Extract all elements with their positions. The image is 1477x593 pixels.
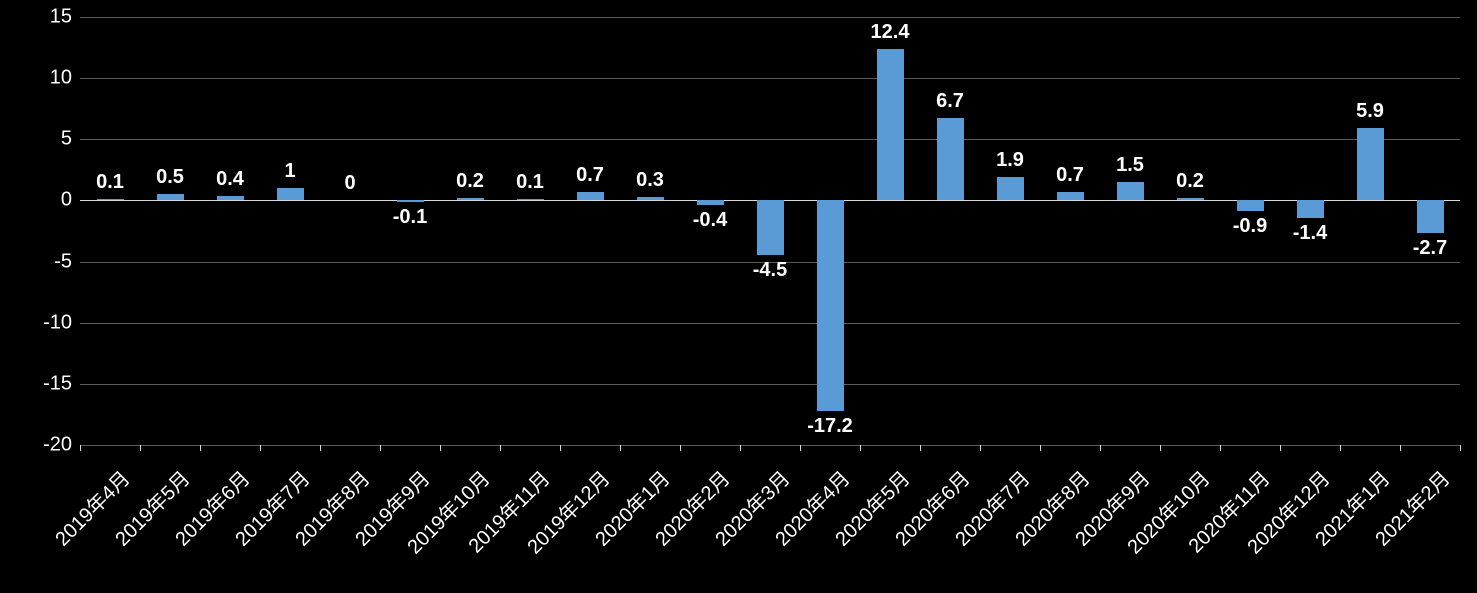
data-label: 6.7 <box>936 90 964 113</box>
data-label: -0.9 <box>1233 215 1267 238</box>
data-label: -1.4 <box>1293 222 1327 245</box>
bar <box>1177 198 1204 200</box>
y-tick-label: -15 <box>43 372 80 395</box>
x-tick-mark <box>320 445 321 451</box>
bar <box>1297 200 1324 217</box>
data-label: -0.1 <box>393 206 427 229</box>
bar <box>877 49 904 201</box>
x-tick-mark <box>1040 445 1041 451</box>
data-label: 0.1 <box>516 171 544 194</box>
data-label: 0.7 <box>576 164 604 187</box>
data-label: -17.2 <box>807 415 853 438</box>
x-tick-mark <box>1160 445 1161 451</box>
data-label: 0 <box>344 172 355 195</box>
data-label: 1 <box>284 160 295 183</box>
bar <box>277 188 304 200</box>
data-label: 0.4 <box>216 168 244 191</box>
x-tick-mark <box>440 445 441 451</box>
x-tick-mark <box>140 445 141 451</box>
data-label: 12.4 <box>871 21 910 44</box>
y-tick-label: -10 <box>43 311 80 334</box>
data-label: -4.5 <box>753 259 787 282</box>
plot-area: -20-15-10-50510150.12019年4月0.52019年5月0.4… <box>80 17 1460 445</box>
bar <box>97 199 124 200</box>
y-tick-label: -20 <box>43 434 80 457</box>
data-label: 0.2 <box>1176 170 1204 193</box>
x-tick-mark <box>860 445 861 451</box>
bar <box>1117 182 1144 200</box>
x-tick-mark <box>260 445 261 451</box>
data-label: 0.3 <box>636 169 664 192</box>
bar-chart: -20-15-10-50510150.12019年4月0.52019年5月0.4… <box>0 0 1477 591</box>
bar <box>997 177 1024 200</box>
gridline <box>80 384 1460 385</box>
x-tick-mark <box>500 445 501 451</box>
data-label: 0.2 <box>456 170 484 193</box>
x-tick-mark <box>1100 445 1101 451</box>
gridline <box>80 78 1460 79</box>
x-tick-mark <box>680 445 681 451</box>
gridline <box>80 445 1460 446</box>
x-tick-mark <box>1280 445 1281 451</box>
data-label: 0.5 <box>156 166 184 189</box>
x-tick-mark <box>920 445 921 451</box>
bar <box>937 118 964 200</box>
bar <box>457 198 484 200</box>
bar <box>757 200 784 255</box>
bar <box>1417 200 1444 233</box>
bar <box>637 197 664 201</box>
data-label: 1.5 <box>1116 154 1144 177</box>
bar <box>517 199 544 200</box>
y-tick-label: 10 <box>50 67 80 90</box>
bar <box>577 192 604 201</box>
data-label: 5.9 <box>1356 100 1384 123</box>
gridline <box>80 17 1460 18</box>
x-tick-mark <box>980 445 981 451</box>
y-tick-label: 0 <box>61 189 80 212</box>
bar <box>397 200 424 201</box>
gridline <box>80 323 1460 324</box>
data-label: 0.1 <box>96 171 124 194</box>
bar <box>157 194 184 200</box>
data-label: -0.4 <box>693 209 727 232</box>
x-tick-mark <box>620 445 621 451</box>
bar <box>217 196 244 201</box>
gridline <box>80 139 1460 140</box>
x-tick-mark <box>740 445 741 451</box>
x-tick-mark <box>1400 445 1401 451</box>
x-tick-mark <box>1460 445 1461 451</box>
y-tick-label: 5 <box>61 128 80 151</box>
bar <box>817 200 844 410</box>
data-label: 1.9 <box>996 149 1024 172</box>
x-tick-mark <box>80 445 81 451</box>
x-tick-mark <box>200 445 201 451</box>
bar <box>697 200 724 205</box>
x-tick-mark <box>800 445 801 451</box>
data-label: -2.7 <box>1413 237 1447 260</box>
bar <box>1357 128 1384 200</box>
y-tick-label: 15 <box>50 6 80 29</box>
data-label: 0.7 <box>1056 164 1084 187</box>
bar <box>1237 200 1264 211</box>
bar <box>1057 192 1084 201</box>
x-tick-mark <box>380 445 381 451</box>
x-tick-mark <box>1220 445 1221 451</box>
y-tick-label: -5 <box>54 250 80 273</box>
x-tick-mark <box>1340 445 1341 451</box>
x-tick-mark <box>560 445 561 451</box>
